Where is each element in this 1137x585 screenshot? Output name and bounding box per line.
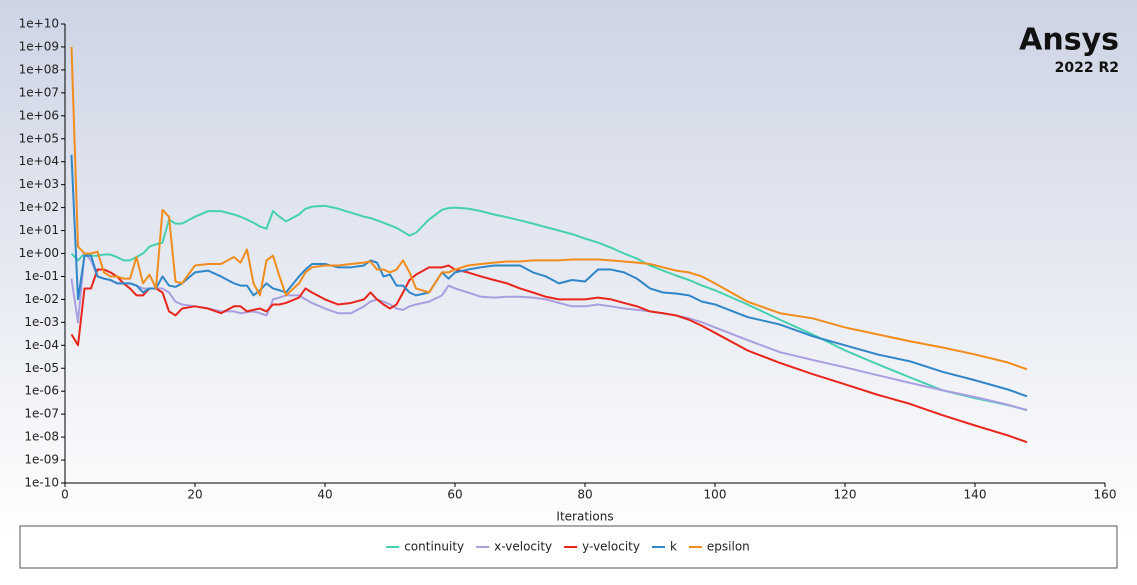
y-tick-label: 1e-10 — [24, 476, 59, 490]
y-tick-label: 1e-01 — [24, 269, 59, 283]
x-tick-label: 80 — [577, 488, 592, 502]
y-tick-label: 1e+00 — [19, 246, 59, 260]
y-tick-label: 1e-06 — [24, 384, 59, 398]
x-tick-label: 160 — [1094, 488, 1117, 502]
legend-item: k — [651, 540, 677, 554]
series-line — [70, 46, 1028, 371]
legend-label: epsilon — [707, 540, 750, 554]
y-tick-label: 1e-04 — [24, 338, 59, 352]
series-line — [70, 252, 1028, 412]
y-tick-label: 1e-03 — [24, 315, 59, 329]
y-tick-label: 1e-05 — [24, 361, 59, 375]
x-axis-label: Iterations — [556, 510, 613, 524]
legend-item: epsilon — [688, 540, 750, 554]
series-line — [70, 204, 1028, 412]
series-line — [70, 154, 1028, 398]
y-tick-label: 1e-09 — [24, 453, 59, 467]
y-tick-label: 1e+09 — [19, 39, 59, 53]
y-tick-label: 1e-08 — [24, 430, 59, 444]
legend-item: x-velocity — [476, 540, 552, 554]
legend-label: y-velocity — [582, 540, 640, 554]
y-tick-label: 1e+08 — [19, 62, 59, 76]
legend-label: x-velocity — [494, 540, 552, 554]
legend-label: k — [670, 540, 677, 554]
logo: Ansys — [1019, 23, 1119, 58]
version: 2022 R2 — [1055, 60, 1119, 76]
y-tick-label: 1e-07 — [24, 407, 59, 421]
y-tick-label: 1e+10 — [19, 17, 59, 31]
x-tick-label: 60 — [447, 488, 462, 502]
x-tick-label: 100 — [704, 488, 727, 502]
x-tick-label: 0 — [61, 488, 69, 502]
x-tick-label: 120 — [834, 488, 857, 502]
y-tick-label: 1e+06 — [19, 108, 59, 122]
legend: continuity x-velocity y-velocity k epsilon — [386, 540, 750, 554]
x-tick-label: 40 — [317, 488, 332, 502]
y-tick-label: 1e+02 — [19, 200, 59, 214]
y-tick-label: 1e+07 — [19, 85, 59, 99]
legend-item: y-velocity — [564, 540, 640, 554]
legend-item: continuity — [386, 540, 464, 554]
y-tick-label: 1e+03 — [19, 177, 59, 191]
y-tick-label: 1e+05 — [19, 131, 59, 145]
x-tick-label: 20 — [187, 488, 202, 502]
series-line — [70, 264, 1028, 444]
y-tick-label: 1e-02 — [24, 292, 59, 306]
legend-label: continuity — [404, 540, 464, 554]
y-tick-label: 1e+04 — [19, 154, 59, 168]
y-tick-label: 1e+01 — [19, 223, 59, 237]
x-tick-label: 140 — [964, 488, 987, 502]
